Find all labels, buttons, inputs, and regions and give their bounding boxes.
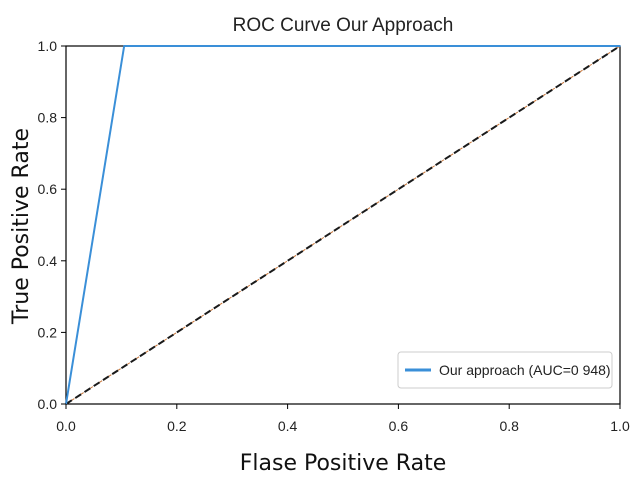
x-tick-label: 0.8 [499,418,519,434]
chart-title: ROC Curve Our Approach [233,15,454,36]
y-axis-label: True Positive Rate [9,128,34,325]
y-tick-label: 0.6 [38,181,58,197]
x-tick-label: 1.0 [610,418,630,434]
y-tick-label: 0.8 [38,110,58,126]
x-tick-label: 0.6 [389,418,409,434]
x-axis-ticks: 0.0 0.2 0.4 0.6 0.8 1.0 [56,404,630,434]
y-tick-label: 1.0 [38,38,58,54]
y-axis-ticks: 0.0 0.2 0.4 0.6 0.8 1.0 [38,38,66,412]
plot-area [65,45,621,405]
y-tick-label: 0.0 [38,396,58,412]
roc-point [123,45,125,47]
legend: Our approach (AUC=0 948) [397,351,613,389]
plot-frame [65,45,621,405]
roc-point [619,45,621,47]
x-axis-label: Flase Positive Rate [240,451,447,476]
x-tick-label: 0.2 [167,418,187,434]
legend-box [397,351,613,389]
legend-label-our-approach: Our approach (AUC=0 948) [439,362,611,378]
y-tick-label: 0.4 [38,253,58,269]
x-tick-label: 0.4 [278,418,298,434]
y-tick-label: 0.2 [38,324,58,340]
x-tick-label: 0.0 [56,418,76,434]
